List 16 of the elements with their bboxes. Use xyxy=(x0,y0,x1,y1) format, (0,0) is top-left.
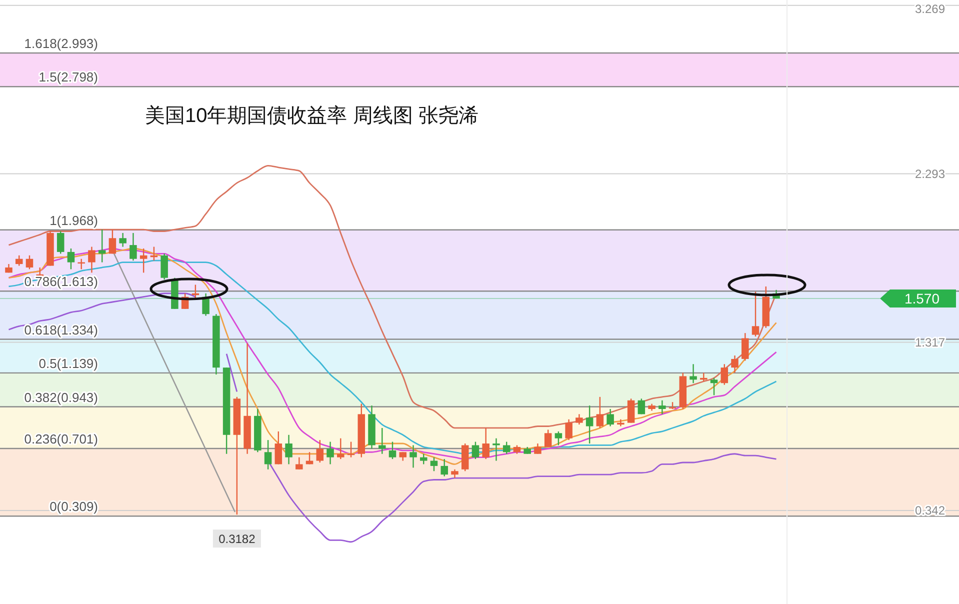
ref-line-label: 0(0.309) xyxy=(50,499,98,514)
ref-line-label: 1.618(2.993) xyxy=(24,36,98,51)
y-tick-label: 0.342 xyxy=(914,504,946,518)
text: 美国10年期国债收益率 周线图 张尧浠 xyxy=(145,104,478,127)
y-tick-label: 3.269 xyxy=(914,2,946,16)
ref-line-label: 0.236(0.701) xyxy=(24,432,98,447)
ref-line-label: 0.5(1.139) xyxy=(38,356,98,371)
ref-line-label: 1.5(2.798) xyxy=(38,70,98,85)
ref-line-label: 0.382(0.943) xyxy=(24,390,98,405)
ref-line-label: 1(1.968) xyxy=(50,212,98,228)
y-tick-label: 2.293 xyxy=(914,166,946,181)
ref-line-label: 0.618(1.334) xyxy=(24,322,98,338)
y-tick-label: 1.317 xyxy=(914,335,946,350)
ref-line-label: 1.570 xyxy=(904,290,940,306)
ref-line-label: 0.786(1.613) xyxy=(24,274,98,290)
annotation: 0.3182 xyxy=(218,532,256,546)
